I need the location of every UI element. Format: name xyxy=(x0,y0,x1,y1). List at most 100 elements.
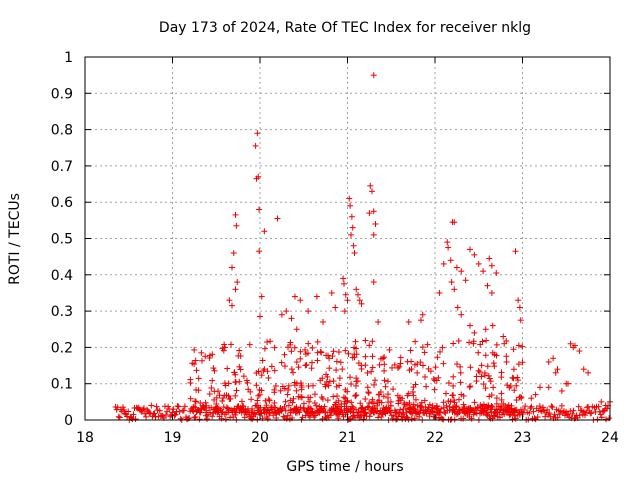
data-point xyxy=(256,206,263,213)
cluster-point xyxy=(330,405,337,412)
baseline-point xyxy=(208,404,215,411)
y-tick-label: 0.4 xyxy=(51,268,73,284)
cluster-point xyxy=(396,363,403,370)
cluster-point xyxy=(411,361,418,368)
cluster-point xyxy=(381,367,388,374)
cluster-point xyxy=(374,407,381,414)
cluster-point xyxy=(348,399,355,406)
cluster-point xyxy=(480,401,487,408)
cluster-point xyxy=(478,362,485,369)
cluster-point xyxy=(335,349,342,356)
cluster-point xyxy=(379,408,386,415)
cluster-point xyxy=(451,399,458,406)
baseline-point xyxy=(222,416,229,423)
baseline-point xyxy=(521,406,528,413)
cluster-point xyxy=(368,368,375,375)
cluster-point xyxy=(482,385,489,392)
cluster-point xyxy=(259,357,266,364)
cluster-point xyxy=(297,355,304,362)
cluster-point xyxy=(195,375,202,382)
cluster-point xyxy=(484,363,491,370)
data-point xyxy=(471,251,478,258)
cluster-point xyxy=(412,396,419,403)
data-point xyxy=(418,317,424,324)
baseline-point xyxy=(600,407,607,414)
cluster-point xyxy=(285,382,292,389)
baseline-point xyxy=(374,402,381,409)
baseline-point xyxy=(285,402,292,409)
cluster-point xyxy=(369,398,376,405)
baseline-point xyxy=(476,410,483,417)
baseline-point xyxy=(509,416,516,423)
data-point xyxy=(537,384,543,391)
baseline-point xyxy=(153,403,160,410)
baseline-point xyxy=(583,409,590,416)
cluster-point xyxy=(325,382,332,389)
data-point xyxy=(341,308,348,315)
baseline-point xyxy=(181,403,188,410)
cluster-point xyxy=(475,349,482,356)
x-tick-label: 20 xyxy=(251,430,269,446)
cluster-point xyxy=(265,396,272,403)
cluster-point xyxy=(418,404,425,411)
cluster-point xyxy=(471,399,478,406)
baseline-point xyxy=(556,411,563,418)
baseline-point xyxy=(604,405,611,412)
cluster-point xyxy=(254,402,261,409)
baseline-point xyxy=(576,412,583,419)
baseline-point xyxy=(596,408,603,415)
data-point xyxy=(257,313,263,320)
cluster-point xyxy=(410,392,417,399)
cluster-point xyxy=(467,364,474,371)
data-point xyxy=(370,208,377,215)
baseline-point xyxy=(172,411,179,418)
x-tick-label: 19 xyxy=(164,430,182,446)
baseline-point xyxy=(299,414,306,421)
cluster-point xyxy=(426,401,433,408)
baseline-point xyxy=(512,415,519,422)
cluster-point xyxy=(211,367,218,374)
cluster-point xyxy=(516,394,523,401)
baseline-point xyxy=(360,416,367,423)
baseline-point xyxy=(547,413,554,420)
cluster-point xyxy=(293,387,300,394)
x-tick-label: 24 xyxy=(601,430,619,446)
cluster-point xyxy=(305,383,312,390)
data-point xyxy=(451,286,458,293)
cluster-point xyxy=(288,366,295,373)
data-point xyxy=(471,329,478,336)
cluster-point xyxy=(434,354,441,361)
data-point xyxy=(348,231,354,238)
cluster-point xyxy=(430,375,437,382)
data-point xyxy=(440,260,447,267)
cluster-point xyxy=(387,398,394,405)
data-point xyxy=(297,297,304,304)
cluster-point xyxy=(498,369,505,376)
data-point xyxy=(567,340,574,347)
cluster-point xyxy=(433,402,440,409)
data-point xyxy=(346,195,353,202)
baseline-point xyxy=(319,415,326,422)
baseline-point xyxy=(460,415,467,422)
data-point xyxy=(305,308,312,315)
cluster-point xyxy=(446,403,453,410)
data-point xyxy=(229,302,235,309)
y-tick-label: 0.2 xyxy=(51,340,73,356)
cluster-point xyxy=(300,400,307,407)
cluster-point xyxy=(324,373,331,380)
data-point xyxy=(489,322,496,329)
cluster-point xyxy=(302,362,309,369)
cluster-point xyxy=(212,405,219,412)
cluster-point xyxy=(336,382,343,389)
cluster-point xyxy=(240,373,247,380)
cluster-point xyxy=(202,399,209,406)
data-point xyxy=(454,304,461,311)
cluster-point xyxy=(254,397,261,404)
cluster-point xyxy=(490,384,497,391)
cluster-point xyxy=(357,400,364,407)
cluster-point xyxy=(255,409,262,416)
cluster-point xyxy=(236,347,243,354)
baseline-point xyxy=(176,408,183,415)
cluster-point xyxy=(364,369,371,376)
cluster-point xyxy=(453,403,460,410)
